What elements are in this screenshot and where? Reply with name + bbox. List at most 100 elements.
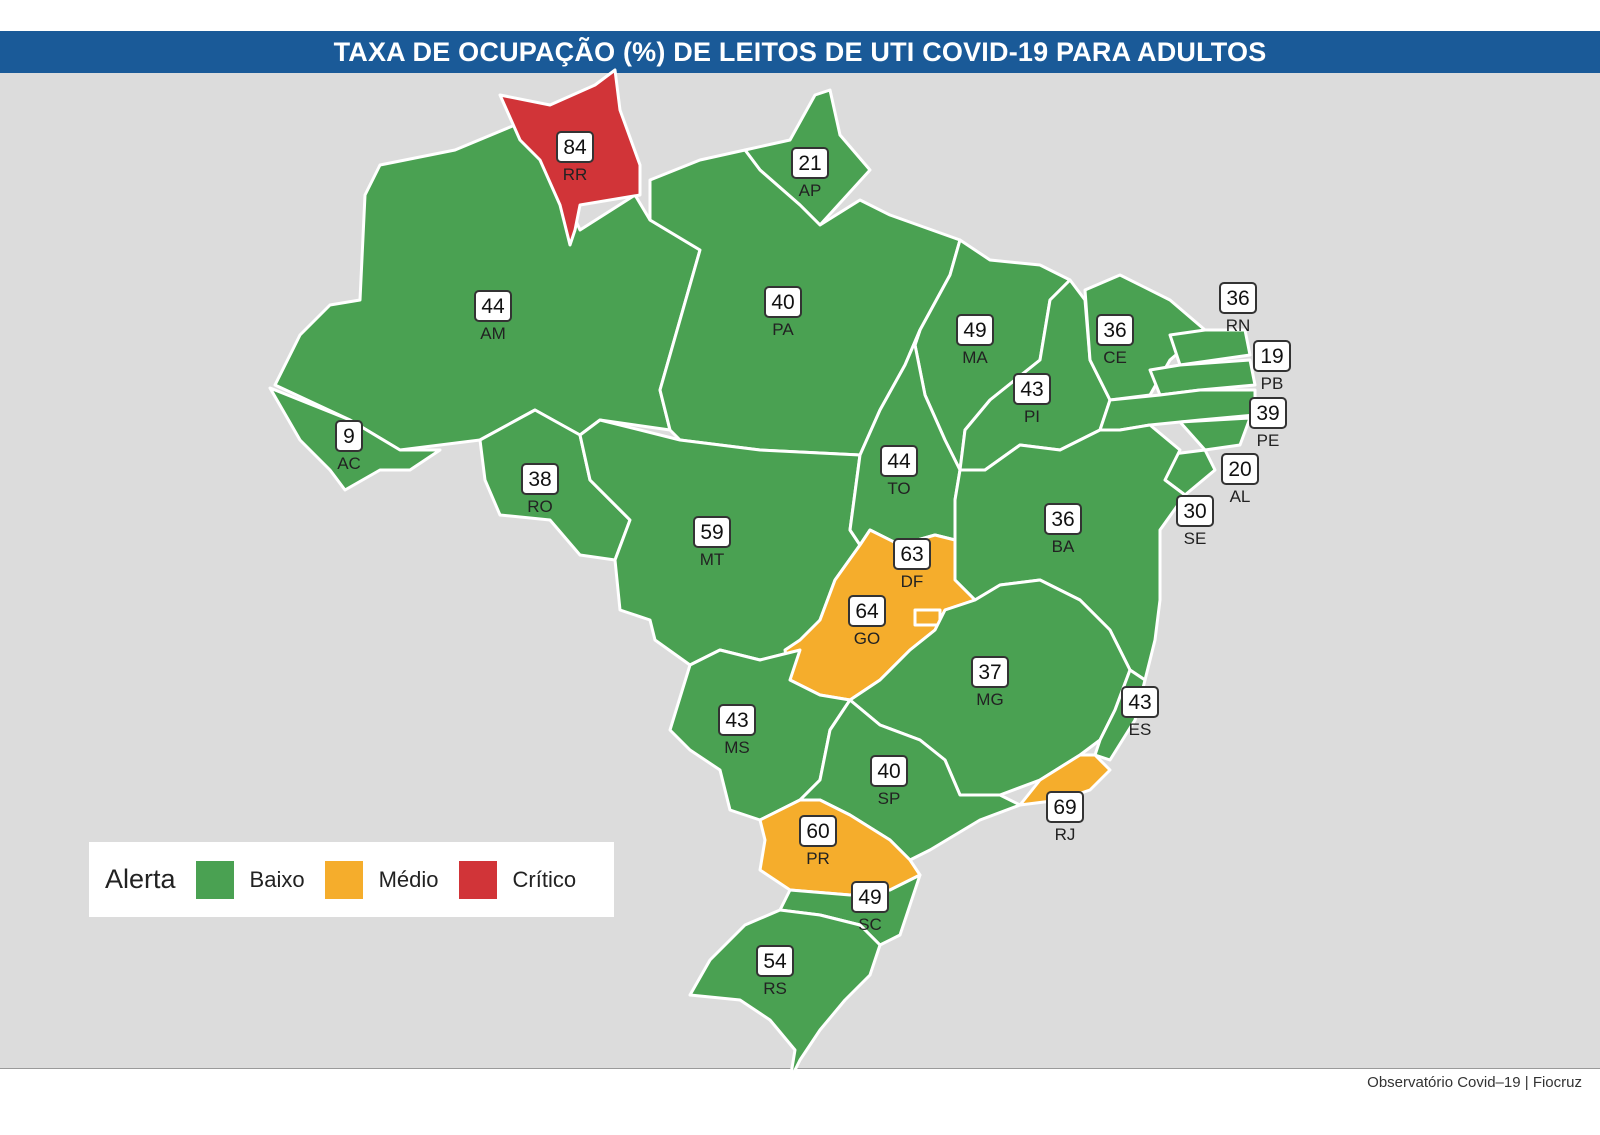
state-label-rr: 84 RR (556, 131, 594, 184)
state-abbr: PB (1261, 374, 1284, 393)
value-box (1044, 503, 1082, 535)
state-label-ma: 49 MA (956, 314, 994, 367)
state-abbr: AM (480, 324, 506, 343)
state-label-al: 20 AL (1221, 453, 1259, 506)
state-abbr: PI (1024, 407, 1040, 426)
state-sp (798, 698, 1022, 862)
state-label-es: 43 ES (1121, 686, 1159, 739)
state-label-ba: 36 BA (1044, 503, 1082, 556)
state-label-df: 63 DF (893, 538, 931, 591)
state-rn (1168, 328, 1252, 367)
value-box (1096, 314, 1134, 346)
state-value: 49 (858, 886, 881, 909)
state-value: 64 (855, 600, 879, 623)
state-abbr: PE (1257, 431, 1280, 450)
state-label-mt: 59 MT (693, 516, 731, 569)
state-label-pi: 43 PI (1013, 373, 1051, 426)
state-label-pr: 60 PR (799, 815, 837, 868)
value-box (1219, 282, 1257, 314)
state-value: 38 (528, 468, 551, 491)
state-value: 37 (978, 661, 1001, 684)
state-label-go: 64 GO (848, 595, 886, 648)
state-abbr: RS (763, 979, 787, 998)
map-title: TAXA DE OCUPAÇÃO (%) DE LEITOS DE UTI CO… (0, 31, 1600, 73)
value-box (870, 755, 908, 787)
value-box (880, 445, 918, 477)
legend-swatch-critico (458, 860, 497, 899)
state-value: 54 (763, 950, 787, 973)
state-label-ac: 9 AC (335, 420, 363, 473)
state-abbr: SP (878, 789, 901, 808)
state-value: 9 (343, 425, 355, 448)
state-abbr: RN (1226, 316, 1251, 335)
state-abbr: PA (772, 320, 794, 339)
state-value: 84 (563, 136, 587, 159)
value-box (1013, 373, 1051, 405)
state-value: 20 (1228, 458, 1251, 481)
state-abbr: SC (858, 915, 882, 934)
state-abbr: MG (976, 690, 1003, 709)
value-box (799, 815, 837, 847)
state-abbr: RJ (1055, 825, 1076, 844)
value-box (756, 945, 794, 977)
value-box (1121, 686, 1159, 718)
state-label-ce: 36 CE (1096, 314, 1134, 367)
state-rj (1018, 753, 1112, 807)
value-box (851, 881, 889, 913)
state-value: 60 (806, 820, 829, 843)
value-box (1253, 340, 1291, 372)
legend-title: Alerta (105, 864, 176, 894)
legend: Alerta Baixo Médio Crítico (89, 842, 614, 917)
state-label-se: 30 SE (1176, 495, 1214, 548)
value-box (335, 420, 363, 452)
value-box (893, 538, 931, 570)
state-label-pa: 40 PA (764, 286, 802, 339)
state-df (913, 608, 942, 627)
state-value: 44 (481, 295, 505, 318)
legend-label-baixo: Baixo (249, 866, 305, 892)
state-value: 59 (700, 521, 723, 544)
value-box (556, 131, 594, 163)
state-label-sc: 49 SC (851, 881, 889, 934)
state-label-rn: 36 RN (1219, 282, 1257, 335)
state-abbr: AP (799, 181, 822, 200)
state-abbr: MT (700, 550, 725, 569)
state-value: 39 (1256, 402, 1279, 425)
state-abbr: DF (901, 572, 924, 591)
state-value: 40 (877, 760, 900, 783)
state-value: 44 (887, 450, 911, 473)
state-abbr: SE (1184, 529, 1207, 548)
state-value: 40 (771, 291, 794, 314)
state-value: 19 (1260, 345, 1283, 368)
value-box (1046, 791, 1084, 823)
value-box (474, 290, 512, 322)
state-label-ro: 38 RO (521, 463, 559, 516)
state-abbr: CE (1103, 348, 1127, 367)
state-al (1178, 416, 1252, 452)
state-value: 43 (1020, 378, 1043, 401)
state-rs (688, 908, 882, 1082)
legend-label-medio: Médio (378, 866, 439, 892)
state-value: 69 (1053, 796, 1076, 819)
state-value: 63 (900, 543, 923, 566)
value-box (718, 704, 756, 736)
state-value: 36 (1103, 319, 1126, 342)
state-value: 43 (1128, 691, 1151, 714)
state-ce (1083, 273, 1207, 402)
state-value: 21 (798, 152, 821, 175)
legend-swatch-medio (324, 860, 363, 899)
value-box (848, 595, 886, 627)
state-label-rs: 54 RS (756, 945, 794, 998)
state-label-mg: 37 MG (971, 656, 1009, 709)
state-label-am: 44 AM (474, 290, 512, 343)
legend-label-critico: Crítico (512, 866, 577, 892)
state-label-pb: 19 PB (1253, 340, 1291, 393)
value-box (971, 656, 1009, 688)
state-label-pe: 39 PE (1249, 397, 1287, 450)
state-abbr: MS (724, 738, 750, 757)
state-abbr: RR (563, 165, 588, 184)
state-abbr: MA (962, 348, 988, 367)
state-abbr: PR (806, 849, 830, 868)
state-label-sp: 40 SP (870, 755, 908, 808)
